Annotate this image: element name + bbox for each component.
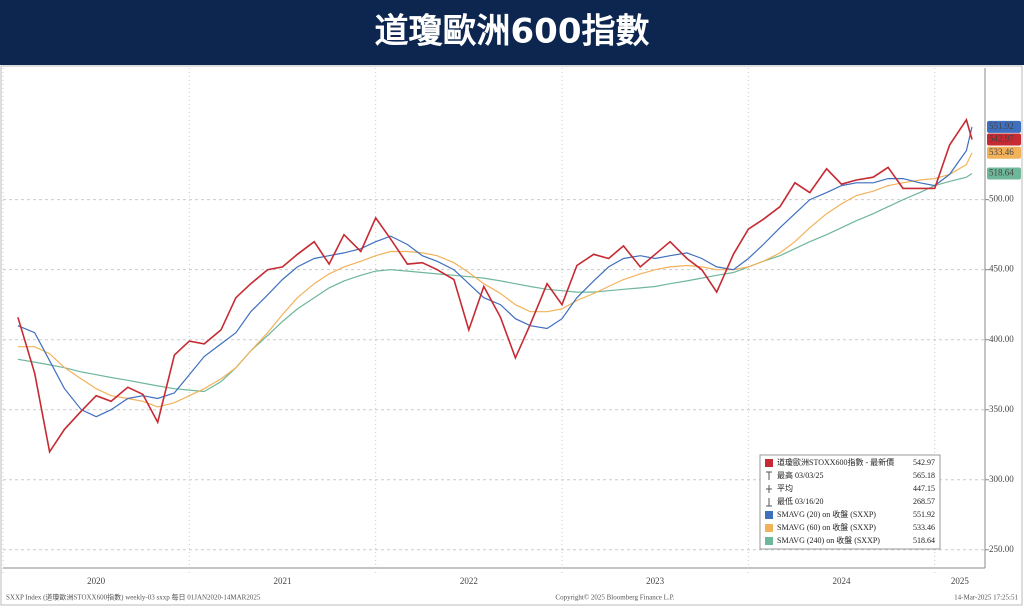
value-tag-label: 533.46 xyxy=(989,147,1014,157)
value-tag xyxy=(987,133,1021,146)
legend-icon xyxy=(766,471,772,480)
series-line xyxy=(17,117,973,454)
x-tick-label: 2020 xyxy=(87,576,106,586)
legend-value: 533.46 xyxy=(913,523,935,532)
x-tick-label: 2024 xyxy=(833,576,852,586)
legend: 道瓊歐洲STOXX600指數 - 最新價 542.97 最高 03/03/25 565… xyxy=(759,454,941,550)
legend-swatch xyxy=(765,537,773,545)
legend-icon xyxy=(766,485,772,493)
value-tag xyxy=(987,167,1021,180)
footer-center: Copyright© 2025 Bloomberg Finance L.P. xyxy=(555,594,674,602)
legend-label: 最高 03/03/25 xyxy=(777,470,823,480)
x-tick-label: 2021 xyxy=(274,576,292,586)
value-tag-label: 518.64 xyxy=(989,168,1014,178)
y-tick-label: 500.00 xyxy=(989,194,1014,204)
series-line xyxy=(17,152,973,408)
legend-label: SMAVG (240) on 收盤 (SXXP) xyxy=(777,535,880,545)
value-tag xyxy=(987,146,1021,159)
legend-value: 518.64 xyxy=(913,536,935,545)
y-tick-label: 450.00 xyxy=(989,264,1014,274)
legend-swatch xyxy=(765,511,773,519)
legend-icon xyxy=(766,498,772,507)
legend-label: 道瓊歐洲STOXX600指數 - 最新價 xyxy=(777,457,894,467)
x-tick-label: 2022 xyxy=(460,576,478,586)
legend-label: 平均 xyxy=(777,483,793,493)
value-tag-label: 542.97 xyxy=(989,134,1014,144)
series-line xyxy=(17,172,973,393)
chart-title: 道瓊歐洲600指數 xyxy=(375,12,650,52)
legend-swatch xyxy=(765,459,773,467)
legend-swatch xyxy=(765,524,773,532)
series-line xyxy=(17,126,973,418)
legend-value: 551.92 xyxy=(913,510,935,519)
legend-box xyxy=(759,454,941,550)
chart-frame xyxy=(0,65,1023,606)
legend-label: SMAVG (20) on 收盤 (SXXP) xyxy=(777,509,876,519)
footer-left: SXXP Index (道瓊歐洲STOXX600指數) weekly-03 sx… xyxy=(6,593,261,602)
y-tick-label: 350.00 xyxy=(989,404,1014,414)
legend-label: SMAVG (60) on 收盤 (SXXP) xyxy=(777,522,876,532)
value-tag xyxy=(987,120,1021,133)
x-tick-label: 2023 xyxy=(646,576,665,586)
value-tag-label: 551.92 xyxy=(989,121,1014,131)
legend-value: 447.15 xyxy=(913,484,935,493)
y-tick-label: 400.00 xyxy=(989,334,1014,344)
y-tick-label: 250.00 xyxy=(989,544,1014,554)
title-bar xyxy=(0,0,1024,65)
legend-value: 268.57 xyxy=(913,497,935,506)
y-tick-label: 300.00 xyxy=(989,474,1014,484)
legend-value: 542.97 xyxy=(913,458,935,467)
legend-value: 565.18 xyxy=(913,471,935,480)
x-tick-label: 2025 xyxy=(951,576,970,586)
footer-right: 14-Mar-2025 17:25:51 xyxy=(954,594,1018,602)
legend-label: 最低 03/16/20 xyxy=(777,496,823,506)
